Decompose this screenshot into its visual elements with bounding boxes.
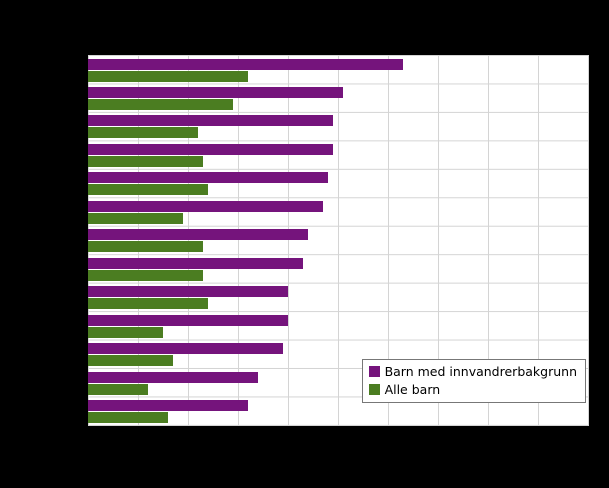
- legend-label: Alle barn: [384, 382, 441, 397]
- bar: [88, 286, 288, 298]
- bar: [88, 200, 323, 212]
- bar: [88, 70, 248, 82]
- legend-swatch-purple: [368, 366, 380, 377]
- bar: [88, 400, 248, 412]
- bar: [88, 155, 203, 167]
- bar: [88, 115, 333, 127]
- bar: [88, 298, 208, 310]
- bar: [88, 241, 203, 253]
- bar: [88, 371, 258, 383]
- bar: [88, 343, 283, 355]
- bar: [88, 212, 183, 224]
- bar: [88, 86, 343, 98]
- bar: [88, 257, 303, 269]
- bar: [88, 98, 233, 110]
- legend-item-innvandrerbakgrunn: Barn med innvandrerbakgrunn: [368, 364, 577, 379]
- bar: [88, 58, 403, 70]
- bar: [88, 184, 208, 196]
- bar: [88, 143, 333, 155]
- bar: [88, 412, 168, 424]
- legend: Barn med innvandrerbakgrunn Alle barn: [361, 359, 586, 403]
- bar: [88, 326, 163, 338]
- bar: [88, 355, 173, 367]
- bars-container: [88, 55, 588, 425]
- bar: [88, 172, 328, 184]
- bar: [88, 314, 288, 326]
- bar: [88, 127, 198, 139]
- legend-label: Barn med innvandrerbakgrunn: [384, 364, 577, 379]
- legend-swatch-green: [368, 384, 380, 395]
- plot-area: Barn med innvandrerbakgrunn Alle barn: [88, 55, 589, 426]
- bar: [88, 229, 308, 241]
- bar: [88, 269, 203, 281]
- bar: [88, 383, 148, 395]
- legend-item-alle-barn: Alle barn: [368, 382, 577, 397]
